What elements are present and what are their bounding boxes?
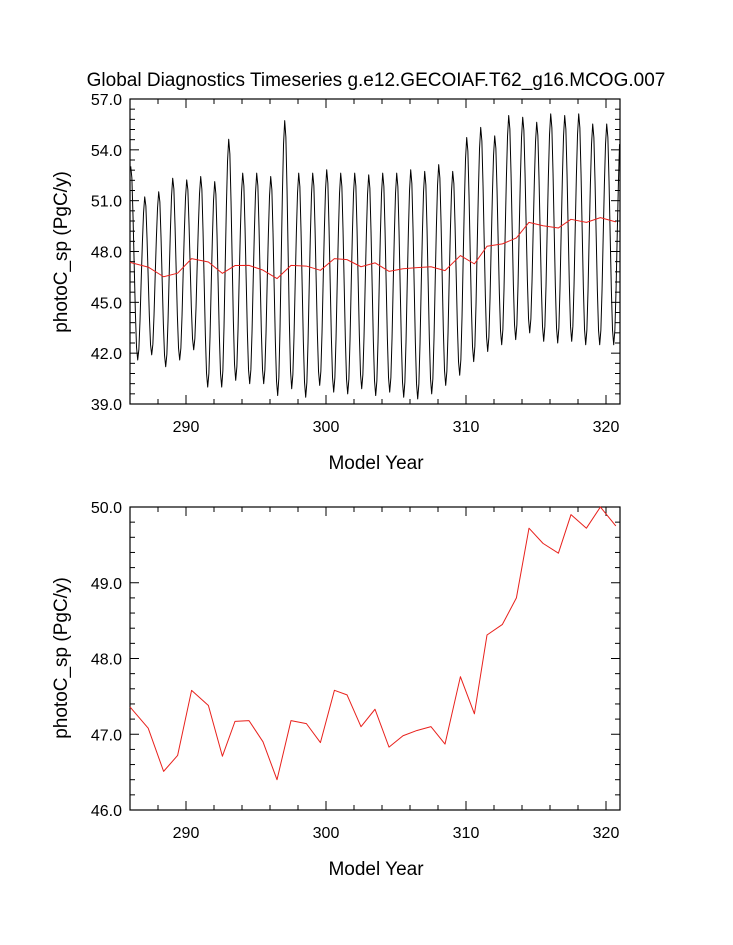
- figure-title: Global Diagnostics Timeseries g.e12.GECO…: [87, 70, 666, 91]
- axis-ticks: [129, 506, 620, 811]
- x-axis-label: Model Year: [328, 453, 424, 474]
- y-tick-labels: 39.0 42.0 45.0 48.0 51.0 54.0 57.0: [91, 92, 122, 414]
- y-tick-label: 48.0: [91, 245, 122, 262]
- x-tick-label: 300: [313, 419, 340, 436]
- y-tick-label: 39.0: [91, 397, 122, 414]
- series-monthly-line: [130, 113, 621, 400]
- series-annual-mean-line: [129, 506, 617, 781]
- x-tick-labels: 290 300 310 320: [173, 825, 620, 842]
- y-tick-label: 54.0: [91, 143, 122, 160]
- x-axis-label: Model Year: [328, 859, 424, 880]
- monthly-timeseries-chart: 39.0 42.0 45.0 48.0 51.0 54.0 57.0 290 300 310 32…: [51, 92, 621, 474]
- y-tick-label: 46.0: [91, 803, 122, 820]
- plot-frame: [129, 506, 621, 811]
- series-annual-mean-line: [129, 217, 616, 280]
- y-tick-label: 48.0: [91, 652, 122, 669]
- y-tick-label: 47.0: [91, 727, 122, 744]
- x-tick-label: 320: [593, 419, 620, 436]
- x-tick-label: 290: [173, 825, 200, 842]
- y-tick-labels: 46.0 47.0 48.0 49.0 50.0: [91, 500, 122, 820]
- y-axis-label: photoC_sp (PgC/y): [51, 171, 72, 333]
- y-axis-label: photoC_sp (PgC/y): [51, 577, 72, 739]
- x-tick-label: 290: [173, 419, 200, 436]
- x-tick-label: 310: [453, 825, 480, 842]
- y-tick-label: 45.0: [91, 295, 122, 312]
- x-tick-labels: 290 300 310 320: [173, 419, 620, 436]
- y-tick-label: 51.0: [91, 194, 122, 211]
- y-tick-label: 42.0: [91, 346, 122, 363]
- y-tick-label: 50.0: [91, 500, 122, 517]
- y-tick-label: 57.0: [91, 92, 122, 109]
- x-tick-label: 310: [453, 419, 480, 436]
- annual-timeseries-chart: 46.0 47.0 48.0 49.0 50.0 290 300 310 320 Model …: [51, 500, 621, 880]
- x-tick-label: 300: [313, 825, 340, 842]
- x-tick-label: 320: [593, 825, 620, 842]
- y-tick-label: 49.0: [91, 576, 122, 593]
